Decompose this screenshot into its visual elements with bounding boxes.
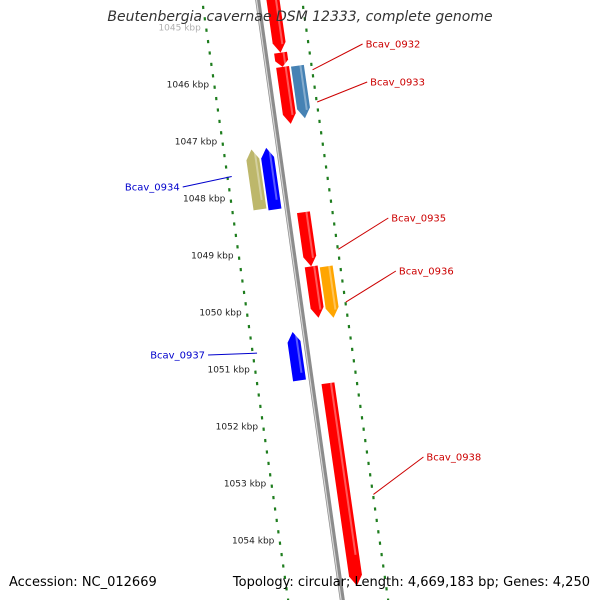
scale-label: 1051 kbp: [207, 366, 250, 376]
gene-label-leader: [312, 43, 363, 71]
scale-label: 1053 kbp: [224, 480, 267, 490]
gene-arrow-shine: [299, 65, 308, 111]
scale-label: 1046 kbp: [167, 81, 210, 91]
gene-arrow-shine: [294, 331, 303, 373]
gene-feature[interactable]: [274, 51, 289, 67]
gene-label[interactable]: Bcav_0936: [399, 267, 454, 278]
gene-feature[interactable]: [287, 331, 306, 382]
gene-feature[interactable]: [276, 65, 296, 124]
gene-arrow-shine: [328, 265, 337, 310]
scale-label: 1054 kbp: [232, 537, 275, 547]
gene-arrow-shine: [275, 0, 284, 45]
gene-label[interactable]: Bcav_0934: [125, 183, 180, 194]
tick-track-left: [201, 5, 290, 600]
genome-backbone: [255, 0, 345, 600]
gene-arrow[interactable]: [276, 65, 296, 124]
gene-label[interactable]: Bcav_0933: [370, 78, 425, 89]
gene-feature[interactable]: [266, 0, 286, 53]
gene-arrow[interactable]: [296, 211, 317, 267]
gene-arrow[interactable]: [274, 51, 289, 67]
gene-arrow-shine: [253, 148, 263, 201]
genome-backbone-highlight: [255, 0, 342, 600]
tick-track-right: [301, 5, 390, 600]
gene-arrow[interactable]: [266, 0, 286, 53]
gene-arrow[interactable]: [246, 149, 267, 211]
scale-label: 1047 kbp: [175, 138, 218, 148]
gene-arrow-shine: [282, 52, 287, 65]
gene-arrow-shine: [313, 265, 322, 310]
scale-label: 1052 kbp: [216, 423, 259, 433]
gene-label[interactable]: Bcav_0938: [426, 453, 481, 464]
gene-label-leader: [208, 352, 258, 356]
gene-arrow[interactable]: [261, 147, 282, 211]
scale-label: 1049 kbp: [191, 252, 234, 262]
gene-arrow-shine: [284, 66, 294, 116]
gene-feature[interactable]: [321, 382, 362, 586]
gene-label-leader: [182, 175, 232, 188]
scale-label: 1048 kbp: [183, 195, 226, 205]
gene-label[interactable]: Bcav_0937: [150, 351, 205, 362]
gene-feature[interactable]: [290, 64, 310, 119]
gene-arrow[interactable]: [304, 265, 324, 318]
gene-label-leader: [345, 270, 397, 303]
gene-label-leader: [316, 81, 368, 103]
genome-summary: Topology: circular; Length: 4,669,183 bp…: [232, 575, 590, 590]
gene-feature[interactable]: [296, 211, 317, 267]
gene-label-leader: [338, 217, 389, 250]
gene-label-leader: [373, 456, 424, 495]
scale-label: 1050 kbp: [199, 309, 242, 319]
gene-arrow-shine: [305, 211, 314, 258]
gene-feature[interactable]: [246, 148, 267, 211]
gene-arrow[interactable]: [290, 64, 310, 119]
gene-arrow[interactable]: [287, 331, 306, 382]
accession-label: Accession: NC_012669: [9, 575, 157, 590]
gene-arrow[interactable]: [319, 265, 339, 318]
genome-title: Beutenbergia cavernae DSM 12333, complet…: [107, 9, 493, 25]
gene-label[interactable]: Bcav_0932: [366, 40, 421, 51]
scale-label: 1045 kbp: [158, 24, 201, 34]
gene-arrow-shine: [268, 147, 278, 200]
gene-feature[interactable]: [304, 265, 324, 318]
gene-feature[interactable]: [319, 265, 339, 318]
gene-feature[interactable]: [261, 147, 282, 211]
gene-label[interactable]: Bcav_0935: [391, 214, 446, 225]
gene-arrow[interactable]: [321, 382, 362, 586]
gene-arrow-shine: [329, 382, 357, 555]
